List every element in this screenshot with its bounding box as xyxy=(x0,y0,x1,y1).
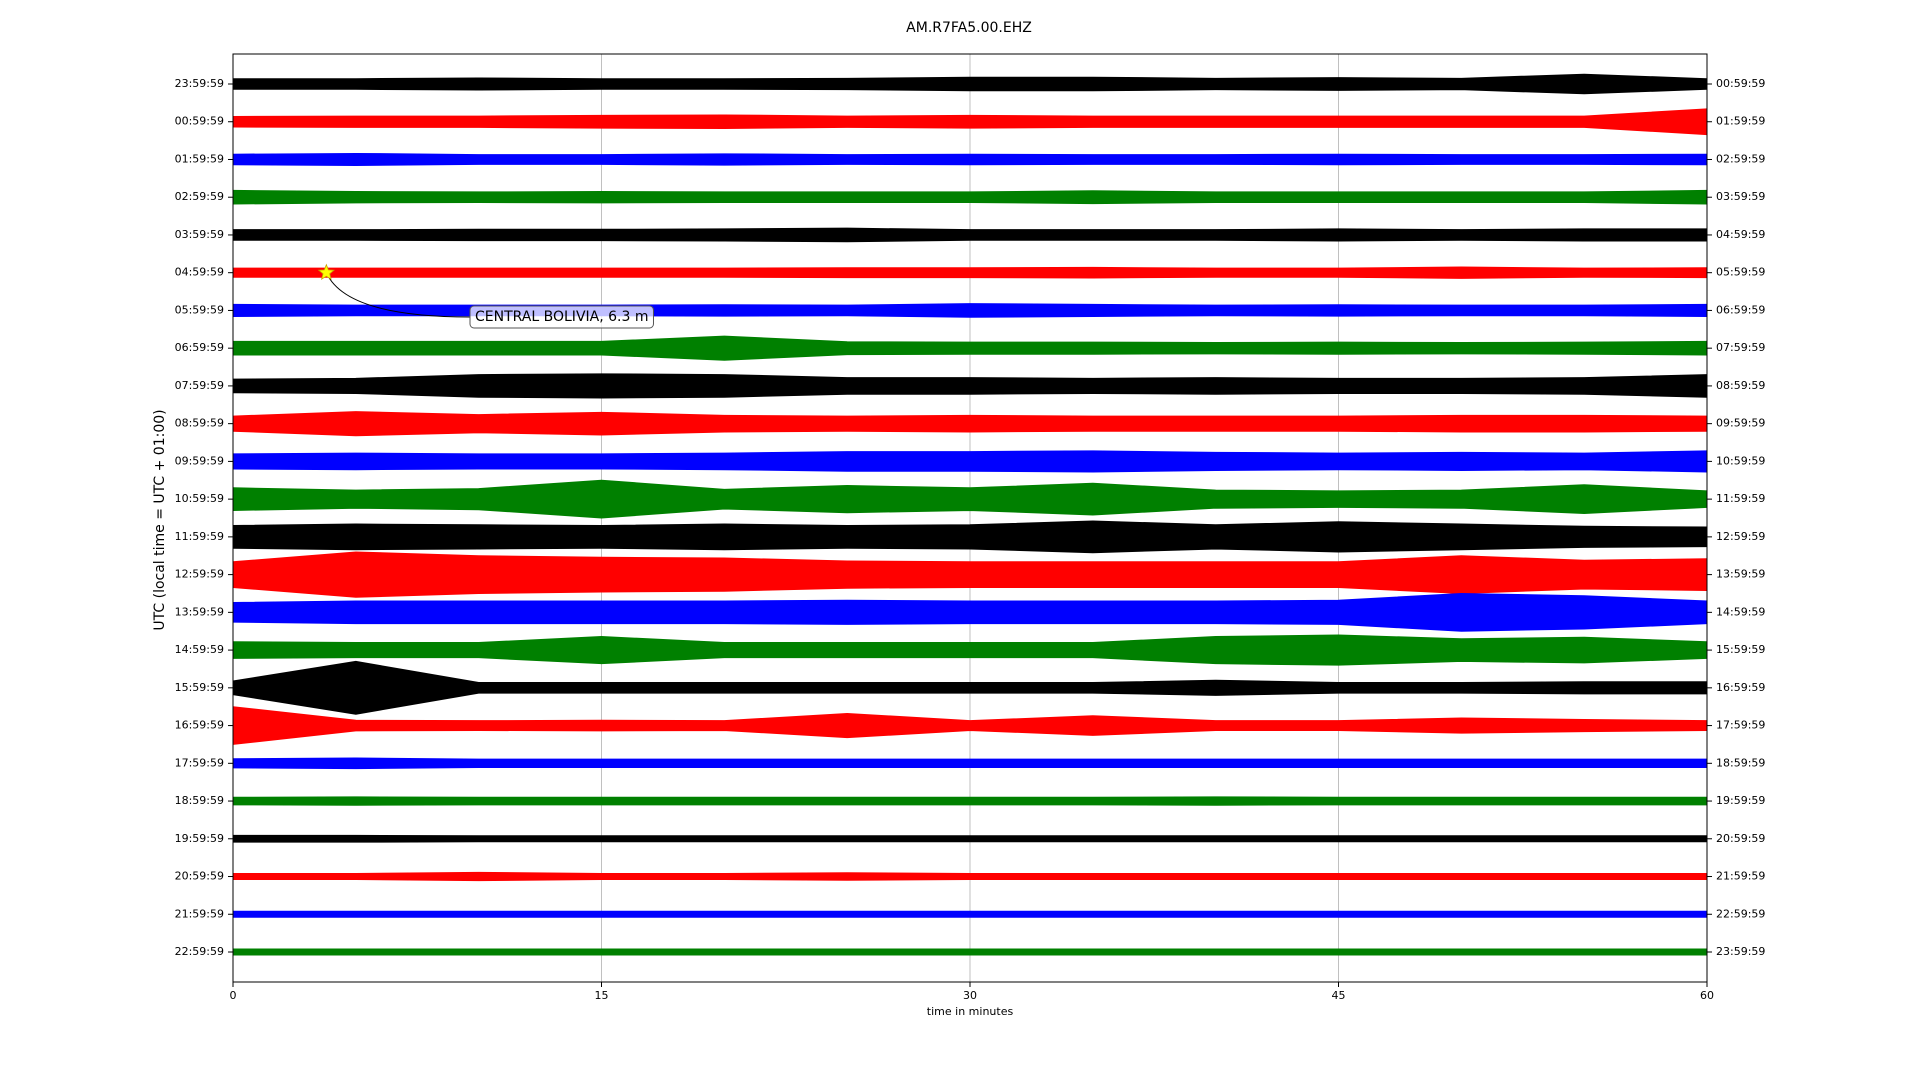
trace xyxy=(232,189,1708,205)
row-label-right: 13:59:59 xyxy=(1716,568,1765,581)
row-label-right: 01:59:59 xyxy=(1716,115,1765,128)
row-label-right: 07:59:59 xyxy=(1716,341,1765,354)
row-label-right: 20:59:59 xyxy=(1716,832,1765,845)
row-label: 19:59:59 xyxy=(175,832,224,845)
row-label: 22:59:59 xyxy=(175,945,224,958)
event-label: CENTRAL BOLIVIA, 6.3 m xyxy=(475,309,648,325)
x-tick-label: 15 xyxy=(595,989,609,1002)
row-label-right: 15:59:59 xyxy=(1716,643,1765,656)
trace xyxy=(232,871,1708,882)
trace xyxy=(232,227,1708,243)
row-label-right: 19:59:59 xyxy=(1716,794,1765,807)
row-label: 16:59:59 xyxy=(175,719,224,732)
row-label-right: 04:59:59 xyxy=(1716,228,1765,241)
row-label-right: 05:59:59 xyxy=(1716,266,1765,279)
row-label: 13:59:59 xyxy=(175,605,224,618)
row-label: 00:59:59 xyxy=(175,115,224,128)
row-label: 08:59:59 xyxy=(175,417,224,430)
row-label: 23:59:59 xyxy=(175,77,224,90)
row-label-right: 06:59:59 xyxy=(1716,303,1765,316)
event-marker xyxy=(317,263,335,281)
row-label: 17:59:59 xyxy=(175,756,224,769)
row-label: 14:59:59 xyxy=(175,643,224,656)
trace xyxy=(232,266,1708,279)
row-label: 01:59:59 xyxy=(175,152,224,165)
row-label-right: 02:59:59 xyxy=(1716,152,1765,165)
row-label-right: 03:59:59 xyxy=(1716,190,1765,203)
row-label-right: 10:59:59 xyxy=(1716,454,1765,467)
row-label: 03:59:59 xyxy=(175,228,224,241)
row-label-right: 17:59:59 xyxy=(1716,719,1765,732)
row-label: 10:59:59 xyxy=(175,492,224,505)
y-axis-label: UTC (local time = UTC + 01:00) xyxy=(152,409,168,630)
event-label-box xyxy=(469,305,654,329)
plot-frame xyxy=(232,53,1708,983)
row-label-right: 18:59:59 xyxy=(1716,756,1765,769)
x-tick-label: 60 xyxy=(1700,989,1714,1002)
row-label-right: 21:59:59 xyxy=(1716,870,1765,883)
row-label: 21:59:59 xyxy=(175,907,224,920)
trace xyxy=(232,152,1708,167)
row-label: 09:59:59 xyxy=(175,454,224,467)
row-label-right: 11:59:59 xyxy=(1716,492,1765,505)
trace xyxy=(232,757,1708,770)
row-label-right: 08:59:59 xyxy=(1716,379,1765,392)
row-label: 04:59:59 xyxy=(175,266,224,279)
row-label-right: 22:59:59 xyxy=(1716,907,1765,920)
row-label-right: 14:59:59 xyxy=(1716,605,1765,618)
row-label: 05:59:59 xyxy=(175,303,224,316)
chart-title: AM.R7FA5.00.EHZ xyxy=(906,20,1032,36)
row-label-right: 16:59:59 xyxy=(1716,681,1765,694)
trace xyxy=(232,411,1708,437)
row-label: 15:59:59 xyxy=(175,681,224,694)
x-axis-label: time in minutes xyxy=(927,1005,1014,1018)
trace xyxy=(232,834,1708,843)
row-label: 11:59:59 xyxy=(175,530,224,543)
row-label: 12:59:59 xyxy=(175,568,224,581)
row-label: 20:59:59 xyxy=(175,870,224,883)
trace xyxy=(232,303,1708,318)
x-tick-label: 45 xyxy=(1332,989,1346,1002)
row-label: 18:59:59 xyxy=(175,794,224,807)
trace xyxy=(232,520,1708,554)
x-tick-label: 0 xyxy=(230,989,237,1002)
row-label-right: 09:59:59 xyxy=(1716,417,1765,430)
trace xyxy=(232,910,1708,918)
trace xyxy=(232,450,1708,473)
row-label-right: 12:59:59 xyxy=(1716,530,1765,543)
row-label: 07:59:59 xyxy=(175,379,224,392)
row-label: 02:59:59 xyxy=(175,190,224,203)
row-label-right: 00:59:59 xyxy=(1716,77,1765,90)
trace xyxy=(232,796,1708,806)
trace xyxy=(232,948,1708,956)
row-label: 06:59:59 xyxy=(175,341,224,354)
event-connector xyxy=(325,272,471,318)
row-label-right: 23:59:59 xyxy=(1716,945,1765,958)
x-tick-label: 30 xyxy=(963,989,977,1002)
